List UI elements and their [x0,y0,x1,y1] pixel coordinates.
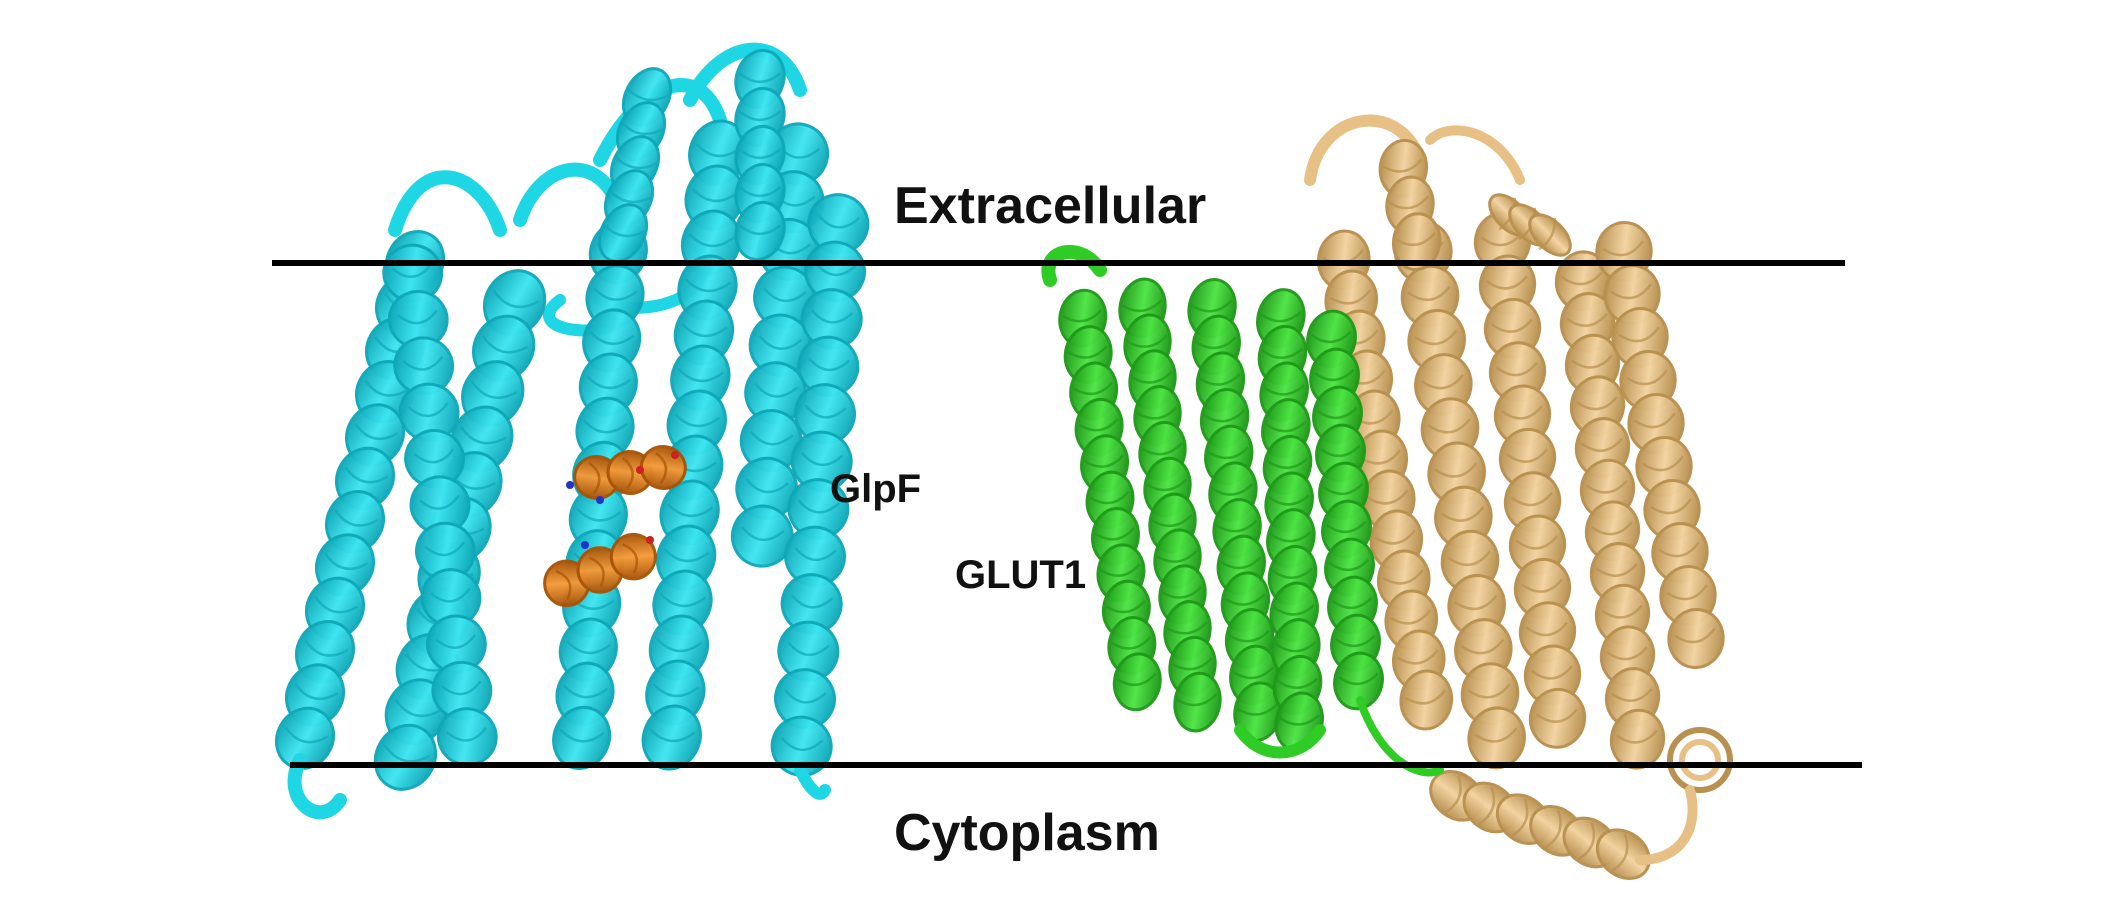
glut1-green-helix [1256,288,1324,752]
glut1-tan-helix [1554,250,1666,770]
glut1-tan-loop [1425,125,1525,185]
extracellular-label: Extracellular [894,177,1206,235]
glpf-loop [683,42,807,107]
glut1-green-helix [1058,288,1162,712]
peptide-atom [671,451,679,459]
glut1-tan-domain [1304,114,1733,880]
glpf-helix [597,67,673,263]
glut1-green-helix [1118,277,1222,733]
peptide-atom [566,481,574,489]
glpf-peptide-ribbons [543,445,687,608]
glpf-helix [641,119,749,771]
glut1-tan-helix [1595,221,1725,669]
peptide-helix-lower [543,532,657,608]
glpf-loop [388,170,507,237]
glut1-label: GLUT1 [955,553,1086,597]
cytoplasm-label: Cytoplasm [894,804,1160,862]
glpf-helix [734,48,786,262]
glut1-green-loop [1234,724,1326,759]
glut1-tan-loop [1635,785,1698,865]
glut1-green-helix [1306,309,1384,711]
glut1-green-loop [1356,696,1444,777]
peptide-atom [636,466,644,474]
glpf-label: GlpF [830,467,921,511]
peptide-atom [581,541,589,549]
glpf-helix [382,243,498,767]
glut1-tan-helix [1429,770,1651,880]
glpf-helix [770,193,870,777]
glpf-loop [794,764,831,800]
glut1-green-helix [1187,278,1283,742]
glut1-green-domain [1041,245,1444,777]
peptide-atom [596,496,604,504]
glut1-tan-helix [1378,138,1442,272]
glut1-tan-helix [1473,211,1587,749]
peptide-atom [646,536,654,544]
glut1-tan-coil [1679,739,1721,781]
glut1-tan-coil [1667,727,1733,793]
glpf-protein-ribbon [274,42,870,820]
glpf-loop [287,753,347,820]
glut1-tan-helix [1488,193,1572,257]
